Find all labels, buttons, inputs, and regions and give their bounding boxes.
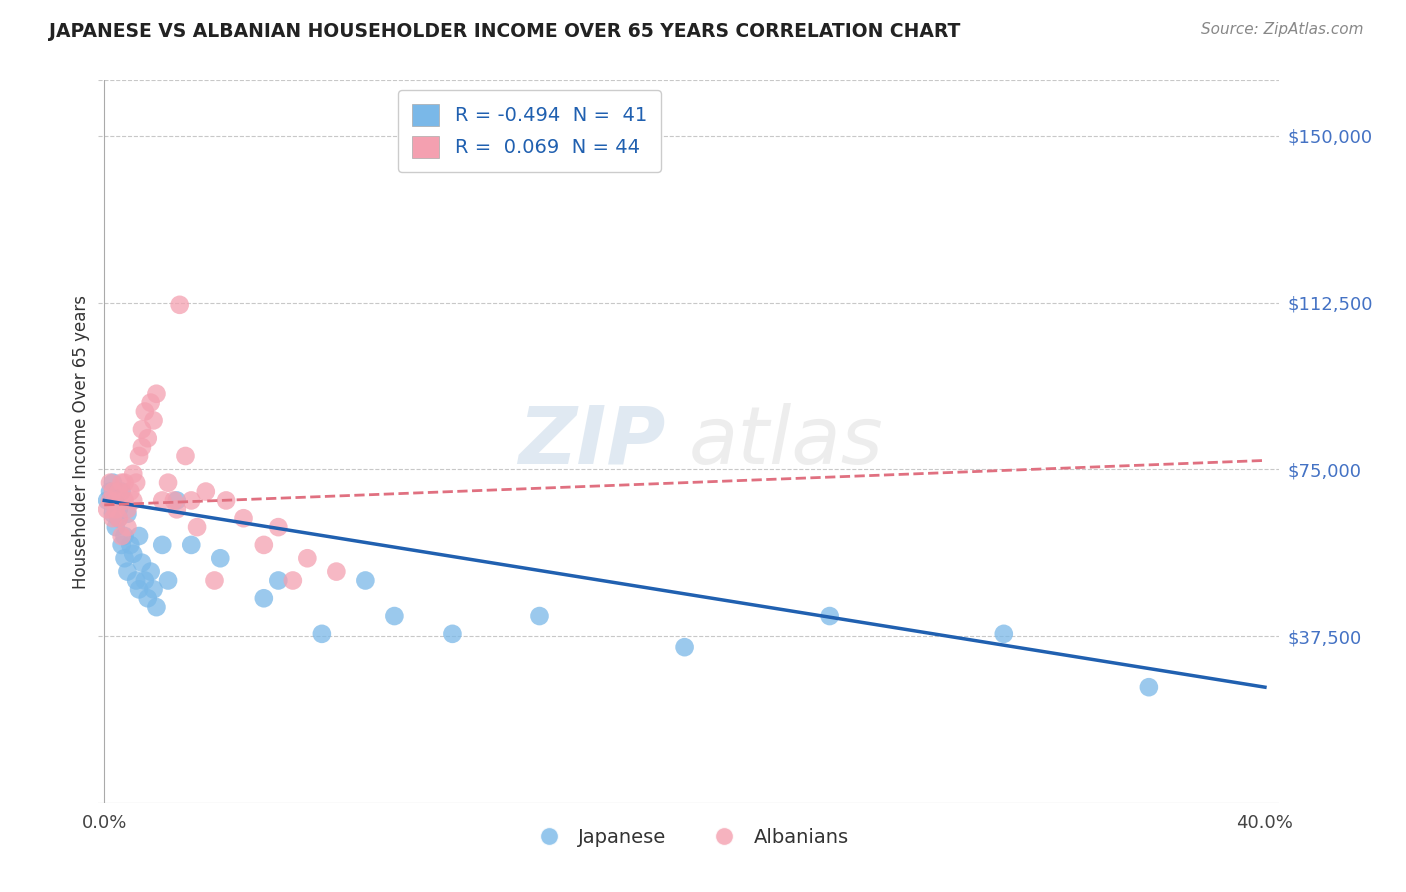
Point — [204, 574, 226, 588]
Point — [111, 538, 134, 552]
Point — [993, 627, 1015, 641]
Point — [101, 475, 124, 490]
Point — [194, 484, 217, 499]
Point — [232, 511, 254, 525]
Point — [131, 422, 153, 436]
Point — [253, 538, 276, 552]
Text: JAPANESE VS ALBANIAN HOUSEHOLDER INCOME OVER 65 YEARS CORRELATION CHART: JAPANESE VS ALBANIAN HOUSEHOLDER INCOME … — [49, 22, 960, 41]
Point — [441, 627, 464, 641]
Point — [101, 507, 124, 521]
Point — [104, 502, 127, 516]
Point — [145, 600, 167, 615]
Point — [150, 538, 173, 552]
Point — [96, 493, 118, 508]
Point — [297, 551, 319, 566]
Point — [529, 609, 551, 624]
Point — [104, 493, 127, 508]
Point — [136, 431, 159, 445]
Point — [117, 520, 139, 534]
Point — [186, 520, 208, 534]
Point — [117, 502, 139, 516]
Point — [267, 520, 290, 534]
Point — [215, 493, 238, 508]
Point — [139, 395, 162, 409]
Legend: Japanese, Albanians: Japanese, Albanians — [522, 820, 856, 855]
Point — [131, 556, 153, 570]
Point — [114, 551, 136, 566]
Text: Source: ZipAtlas.com: Source: ZipAtlas.com — [1201, 22, 1364, 37]
Point — [384, 609, 406, 624]
Point — [253, 591, 276, 606]
Point — [111, 484, 134, 499]
Text: atlas: atlas — [689, 402, 884, 481]
Point — [122, 467, 145, 481]
Point — [101, 511, 124, 525]
Point — [98, 484, 121, 499]
Y-axis label: Householder Income Over 65 years: Householder Income Over 65 years — [72, 294, 90, 589]
Point — [101, 484, 124, 499]
Point — [104, 520, 127, 534]
Point — [354, 574, 377, 588]
Point — [107, 511, 129, 525]
Point — [122, 493, 145, 508]
Point — [157, 574, 180, 588]
Point — [180, 538, 202, 552]
Point — [107, 511, 129, 525]
Point — [98, 493, 121, 508]
Point — [128, 582, 150, 597]
Point — [145, 386, 167, 401]
Point — [128, 529, 150, 543]
Point — [120, 484, 142, 499]
Point — [131, 440, 153, 454]
Point — [122, 547, 145, 561]
Point — [114, 475, 136, 490]
Point — [311, 627, 333, 641]
Point — [673, 640, 696, 655]
Point — [142, 413, 165, 427]
Point — [117, 507, 139, 521]
Point — [142, 582, 165, 597]
Point — [98, 475, 121, 490]
Point — [107, 502, 129, 516]
Point — [267, 574, 290, 588]
Point — [174, 449, 197, 463]
Point — [134, 404, 156, 418]
Point — [128, 449, 150, 463]
Point — [150, 493, 173, 508]
Point — [818, 609, 841, 624]
Point — [169, 298, 191, 312]
Point — [325, 565, 347, 579]
Point — [209, 551, 232, 566]
Point — [114, 493, 136, 508]
Point — [139, 565, 162, 579]
Point — [157, 475, 180, 490]
Point — [166, 493, 188, 508]
Point — [120, 538, 142, 552]
Point — [104, 493, 127, 508]
Point — [107, 484, 129, 499]
Point — [166, 502, 188, 516]
Point — [180, 493, 202, 508]
Point — [111, 475, 134, 490]
Text: ZIP: ZIP — [517, 402, 665, 481]
Point — [114, 529, 136, 543]
Point — [96, 502, 118, 516]
Point — [163, 493, 186, 508]
Point — [111, 529, 134, 543]
Point — [281, 574, 304, 588]
Point — [117, 565, 139, 579]
Point — [125, 475, 148, 490]
Point — [125, 574, 148, 588]
Point — [134, 574, 156, 588]
Point — [1137, 680, 1160, 694]
Point — [136, 591, 159, 606]
